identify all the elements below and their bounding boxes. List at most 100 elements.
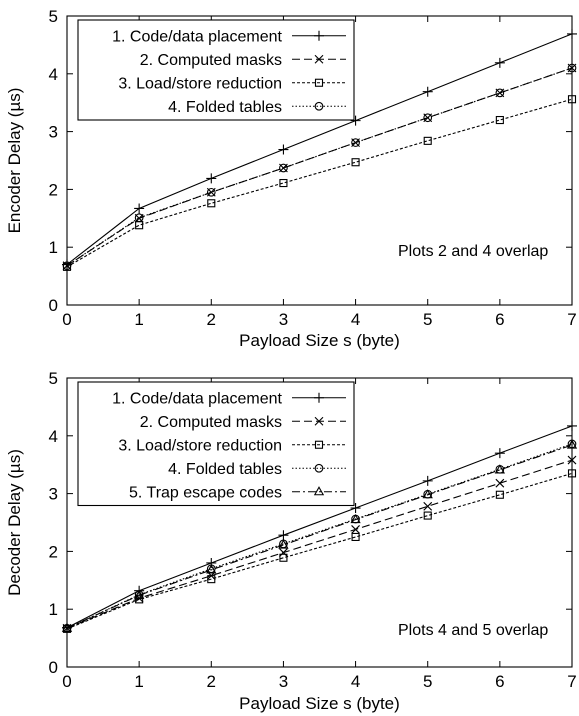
chart-2-y-tick-label-1: 1	[49, 600, 58, 619]
chart-2-series-3-marker-7	[567, 469, 577, 478]
chart-1-series-4-marker-5	[423, 113, 433, 123]
chart-1-series-1-line	[66, 33, 573, 265]
chart-2-series-1-marker-7	[567, 420, 577, 431]
chart-1-x-tick-label-3: 3	[279, 310, 288, 329]
chart-2-y-tick-label-0: 0	[49, 658, 58, 677]
chart-1-legend-label-1: 1. Code/data placement	[112, 28, 282, 45]
chart-1-series-4-marker-3	[279, 163, 288, 173]
chart-2-y-tick-label-3: 3	[49, 485, 58, 504]
chart-1-x-tick-label-7: 7	[567, 310, 576, 329]
chart-2-x-tick-label-0: 0	[62, 672, 71, 691]
chart-1-y-tick-label-5: 5	[49, 7, 58, 26]
chart-1-series-3-marker-4	[351, 158, 360, 167]
chart-2-y-tick-label-4: 4	[49, 427, 58, 446]
chart-1-y-tick-label-4: 4	[49, 65, 58, 84]
chart-2-series-1-marker-6	[494, 448, 505, 459]
chart-2-series-3-legend-marker	[314, 440, 324, 449]
chart-1-legend-label-3: 3. Load/store reduction	[118, 75, 282, 92]
chart-2-series-2-marker-3	[279, 548, 288, 557]
chart-1-legend-label-4: 4. Folded tables	[168, 99, 282, 116]
chart-1-series-1-marker-4	[350, 115, 361, 126]
chart-1-series-1-marker-5	[422, 86, 433, 97]
chart-1-y-tick-label-0: 0	[49, 296, 58, 315]
chart-1-series-1-marker-7	[567, 28, 577, 39]
chart-1-legend-box	[77, 19, 355, 121]
chart-2-y-tick-label-5: 5	[49, 369, 58, 388]
chart-1-series-3-marker-7	[567, 95, 577, 104]
chart-2-legend-box	[77, 381, 355, 507]
chart-1-y-tick-label-1: 1	[49, 238, 58, 257]
chart-2-series-3-marker-4	[351, 532, 360, 542]
chart-2-x-axis-title: Payload Size s (byte)	[239, 694, 400, 713]
chart-2-legend-label-4: 4. Folded tables	[168, 461, 282, 478]
chart-2-legend-label-2: 2. Computed masks	[140, 414, 282, 431]
chart-1-y-tick-label-2: 2	[49, 180, 58, 199]
chart-1-series-4-legend-marker	[314, 101, 324, 111]
chart-2-series-2-line	[66, 459, 573, 629]
chart-2-series-3-marker-6	[495, 490, 504, 499]
chart-1-series-4-marker-7	[567, 63, 577, 73]
chart-2-x-tick-label-1: 1	[134, 672, 143, 691]
chart-1-series-4-marker-4	[351, 138, 360, 147]
chart-1-series-4-marker-6	[495, 88, 505, 98]
chart-1-legend-label-2: 2. Computed masks	[140, 52, 282, 69]
chart-2-x-tick-label-2: 2	[207, 672, 216, 691]
chart-1-x-axis-title: Payload Size s (byte)	[239, 331, 400, 350]
chart-2-series-5-marker-0	[61, 622, 73, 632]
chart-2-series-1-legend-marker	[314, 392, 324, 403]
chart-1-series-3-marker-2	[207, 199, 216, 208]
chart-2-series-2-marker-5	[423, 501, 433, 511]
chart-1-series-1-marker-1	[134, 203, 145, 214]
chart-1-y-tick-label-3: 3	[49, 123, 58, 142]
chart-2-series-5-marker-7	[566, 439, 578, 449]
chart-2-series-4-line	[66, 443, 573, 629]
chart-1-x-tick-label-5: 5	[423, 310, 432, 329]
chart-1-x-tick-label-1: 1	[134, 310, 143, 329]
chart-2-series-3-marker-1	[135, 595, 144, 604]
chart-2-x-tick-label-7: 7	[567, 672, 576, 691]
chart-2-series-4-legend-marker	[314, 463, 324, 473]
chart-2-series-5-marker-3	[278, 539, 289, 549]
chart-2-series-5-marker-5	[422, 489, 433, 499]
chart-2-series-2-legend-marker	[314, 416, 324, 426]
chart-1-series-4-marker-0	[62, 261, 72, 271]
chart-1-series-3-line	[66, 98, 573, 268]
chart-1-series-1-marker-2	[206, 173, 217, 184]
chart-2-legend-label-3: 3. Load/store reduction	[118, 437, 282, 454]
chart-1-series-1-legend-marker	[314, 30, 324, 41]
chart-2-series-1-marker-3	[278, 530, 289, 541]
chart-2-series-2-marker-7	[567, 455, 577, 465]
chart-2-annotation: Plots 4 and 5 overlap	[398, 622, 548, 639]
chart-2-y-axis-title: Decoder Delay (µs)	[5, 449, 24, 596]
chart-1-x-tick-label-0: 0	[62, 310, 71, 329]
chart-2-series-5-marker-1	[134, 589, 145, 599]
chart-1-x-tick-label-6: 6	[495, 310, 504, 329]
chart-2-series-1-marker-4	[350, 503, 361, 514]
chart-2-series-5-marker-6	[494, 464, 505, 474]
chart-1-series-3-marker-5	[423, 136, 432, 145]
chart-2-plot-frame	[66, 377, 573, 668]
chart-2-series-1-marker-5	[422, 475, 433, 486]
chart-1-series-3-marker-1	[135, 221, 144, 230]
chart-2-series-5-legend-marker	[313, 486, 325, 496]
chart-2-legend-label-1: 1. Code/data placement	[112, 390, 282, 407]
chart-2-x-tick-label-5: 5	[423, 672, 432, 691]
chart-1-x-tick-label-2: 2	[207, 310, 216, 329]
chart-2-legend-label-5: 5. Trap escape codes	[129, 484, 282, 501]
chart-2-x-tick-label-3: 3	[279, 672, 288, 691]
chart-1: 0 1 2 3 4 5 6 7 0 1 2 3 4 5 Payload Size s (byte) Encod…	[5, 7, 577, 350]
chart-2-series-3-marker-5	[423, 511, 432, 520]
chart-2-series-2-marker-6	[495, 478, 505, 488]
chart-1-series-4-marker-1	[134, 213, 144, 223]
chart-2: 0 1 2 3 4 5 6 7 0 1 2 3 4 5 Payload Size s (byte) Decod…	[5, 369, 578, 713]
chart-1-series-4-line	[66, 67, 573, 267]
chart-1-series-1-marker-3	[278, 144, 289, 155]
chart-1-plot-frame	[66, 15, 573, 306]
chart-1-y-axis-title: Encoder Delay (µs)	[5, 88, 24, 234]
chart-2-x-tick-label-6: 6	[495, 672, 504, 691]
chart-2-y-tick-label-2: 2	[49, 542, 58, 561]
chart-2-series-3-marker-3	[279, 553, 288, 562]
chart-1-series-3-legend-marker	[314, 78, 324, 87]
chart-2-series-5-marker-2	[206, 564, 217, 574]
chart-1-series-4-marker-2	[206, 187, 216, 197]
